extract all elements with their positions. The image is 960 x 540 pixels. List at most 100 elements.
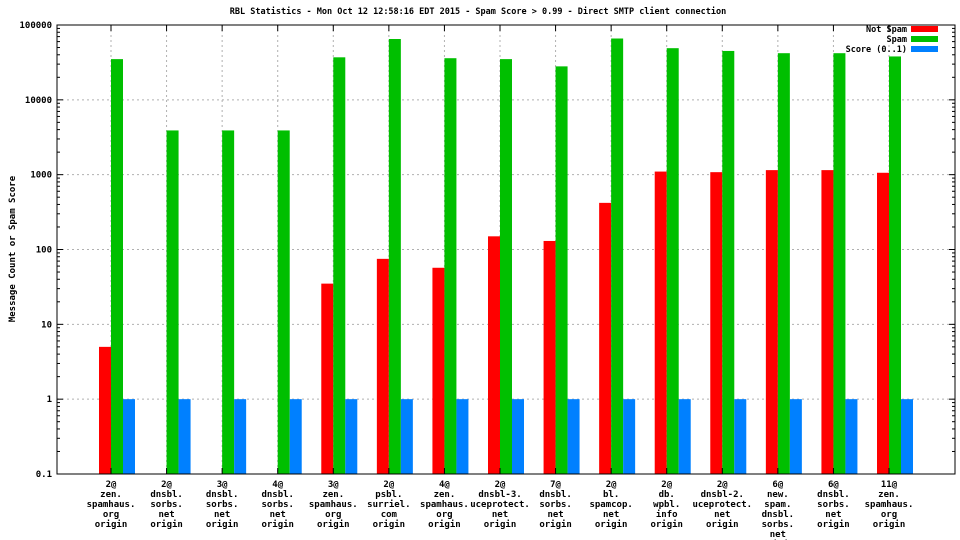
bar-not-spam [488,236,500,474]
x-tick-label: 2@ [383,480,394,490]
x-tick-label: net [492,510,508,520]
x-tick-label: 2@ [495,480,506,490]
x-tick-label: origin [873,519,906,530]
x-tick-label: net [825,510,841,520]
x-tick-label: 6@ [828,480,839,490]
x-tick-label: 2@ [106,480,117,490]
x-tick-label: dnsbl-2. [701,490,744,500]
x-tick-label: dnsbl. [150,490,183,500]
x-tick-label: org [436,510,452,520]
y-tick-label: 10 [41,320,52,330]
bar-not-spam [543,240,556,474]
x-tick-label: origin [317,519,350,530]
bar-not-spam [877,172,889,474]
bar-not-spam [432,267,445,474]
x-tick-label: dnsbl. [261,490,294,500]
y-tick-label: 1 [47,395,52,405]
x-tick-label: net [603,510,619,520]
x-tick-label: db. [659,490,675,500]
bar-spam [611,38,624,475]
bar-score-0-1 [512,399,524,474]
bar-score-0-1 [456,399,469,474]
chart-title: RBL Statistics - Mon Oct 12 12:58:16 EDT… [230,6,726,17]
bar-score-0-1 [400,399,413,474]
x-tick-label: zen. [434,490,456,500]
x-tick-label: 2@ [661,480,672,490]
bar-score-0-1 [901,399,913,474]
x-tick-label: zen. [100,490,122,500]
x-tick-label: origin [650,519,683,530]
bar-spam [722,50,735,474]
x-tick-label: dnsbl. [206,490,239,500]
bars [99,38,913,475]
x-tick-label: 4@ [272,480,283,490]
x-tick-label: spamhaus. [309,500,358,510]
bar-spam [555,66,568,475]
x-tick-label: origin [95,519,128,530]
x-tick-label: sorbs. [261,500,294,510]
y-tick-labels: 100000 10000 1000 100 10 1 0.1 [19,21,52,480]
x-tick-label: surriel. [367,499,410,510]
bar-score-0-1 [623,399,636,474]
bar-spam [777,53,790,474]
x-tick-label: origin [595,519,628,530]
legend-swatch-score-icon [911,46,938,52]
bar-spam [166,130,179,474]
x-tick-label: zen. [878,490,900,500]
bar-score-0-1 [845,399,858,474]
bar-score-0-1 [345,399,358,474]
bar-score-0-1 [789,399,802,474]
x-tick-label: origin [373,519,406,530]
x-tick-label: spamhaus. [865,500,914,510]
bar-spam [388,39,401,475]
x-tick-label: org [103,510,119,520]
legend: Not Spam Spam Score (0..1) [846,25,938,55]
bar-not-spam [654,171,667,475]
bar-not-spam [765,170,778,474]
x-tick-label: uceprotect. [470,500,530,510]
x-tick-label: sorbs. [762,520,795,530]
x-tick-label: uceprotect. [692,500,752,510]
bar-spam [889,56,901,474]
y-tick-label: 0.1 [36,470,52,480]
bar-score-0-1 [178,399,191,474]
x-tick-label: dnsbl. [762,510,795,520]
x-tick-label: 11@ [881,480,898,490]
x-tick-label: net [214,510,230,520]
y-tick-label: 10000 [25,96,52,106]
x-tick-label: dnsbl-3. [478,490,521,500]
x-tick-label: origin [428,519,461,530]
x-tick-label: net [270,510,286,520]
x-tick-label: net [158,510,174,520]
bar-spam [277,130,290,474]
bar-not-spam [599,202,612,475]
x-tick-label: origin [261,519,294,530]
x-tick-label: dnsbl. [817,490,850,500]
bar-not-spam [99,346,111,474]
x-tick-label: 2@ [606,480,617,490]
x-tick-label: spamcop. [589,500,632,510]
bar-spam [666,48,679,475]
bar-not-spam [710,172,723,474]
x-tick-label: new. [767,490,789,500]
x-tick-label: sorbs. [817,500,850,510]
legend-label-spam: Spam [887,35,907,45]
y-tick-label: 100 [36,246,52,256]
axes [56,24,956,475]
x-tick-label: 2@ [717,480,728,490]
x-tick-label: bl. [603,490,619,500]
x-tick-label: 7@ [550,480,561,490]
x-tick-labels: 2@zen.spamhaus.orgorigin2@dnsbl.sorbs.ne… [87,480,914,540]
x-tick-label: origin [150,519,183,530]
x-tick-label: spam. [764,500,791,510]
x-tick-label: origin [206,519,239,530]
x-tick-label: zen. [322,490,344,500]
x-tick-label: org [881,510,897,520]
x-tick-label: 2@ [161,480,172,490]
legend-swatch-spam-icon [911,36,938,42]
x-tick-label: origin [484,519,517,530]
bar-spam [444,58,457,474]
x-tick-label: 4@ [439,480,450,490]
bar-spam [111,59,123,475]
